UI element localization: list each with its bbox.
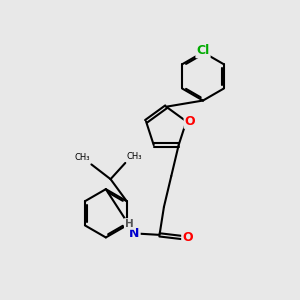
Text: H: H [125,219,134,229]
Text: N: N [129,227,140,240]
Text: O: O [182,231,193,244]
Text: CH₃: CH₃ [127,152,142,160]
Text: CH₃: CH₃ [74,153,90,162]
Text: O: O [184,115,195,128]
Text: Cl: Cl [196,44,210,57]
